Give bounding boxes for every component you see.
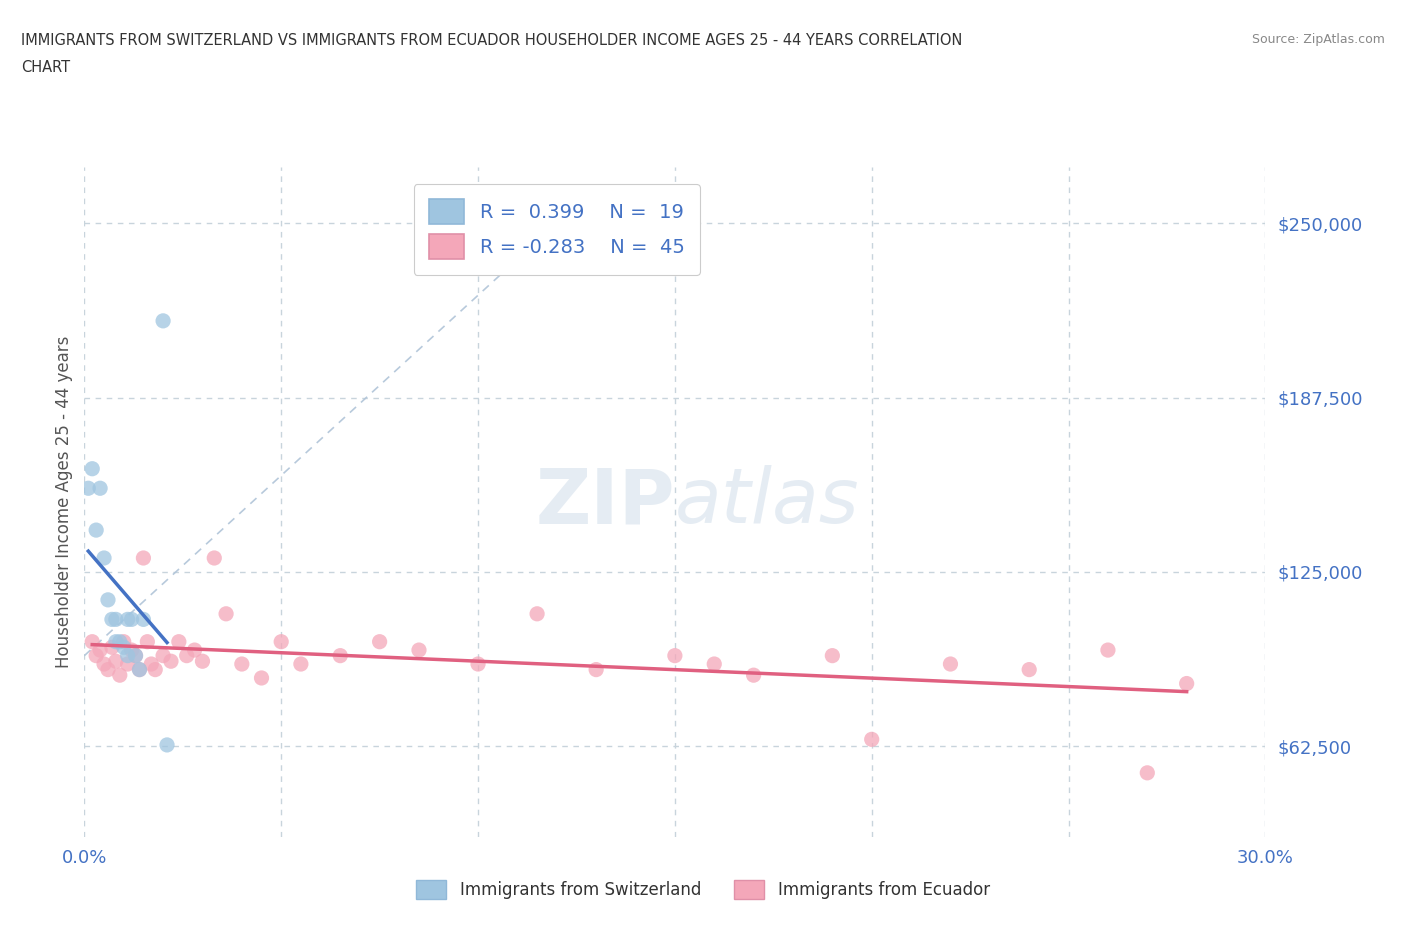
Point — [112, 634, 135, 649]
Point — [82, 461, 104, 476]
Point — [77, 481, 100, 496]
Point — [93, 657, 115, 671]
Point — [121, 612, 143, 627]
Point — [1097, 643, 1119, 658]
Point — [167, 634, 190, 649]
Point — [152, 648, 174, 663]
Legend: R =  0.399    N =  19, R = -0.283    N =  45: R = 0.399 N = 19, R = -0.283 N = 45 — [413, 184, 700, 274]
Text: Source: ZipAtlas.com: Source: ZipAtlas.com — [1251, 33, 1385, 46]
Point — [215, 606, 238, 621]
Point — [108, 668, 131, 683]
Text: atlas: atlas — [675, 465, 859, 539]
Point — [585, 662, 607, 677]
Point — [124, 648, 146, 663]
Point — [93, 551, 115, 565]
Point — [101, 612, 124, 627]
Point — [1018, 662, 1040, 677]
Point — [939, 657, 962, 671]
Legend: Immigrants from Switzerland, Immigrants from Ecuador: Immigrants from Switzerland, Immigrants … — [408, 871, 998, 908]
Point — [329, 648, 352, 663]
Point — [136, 634, 159, 649]
Point — [703, 657, 725, 671]
Point — [132, 551, 155, 565]
Point — [121, 643, 143, 658]
Point — [664, 648, 686, 663]
Point — [176, 648, 198, 663]
Point — [152, 313, 174, 328]
Point — [104, 654, 127, 669]
Point — [526, 606, 548, 621]
Point — [250, 671, 273, 685]
Point — [117, 657, 139, 671]
Point — [156, 737, 179, 752]
Point — [128, 662, 150, 677]
Point — [97, 592, 120, 607]
Point — [467, 657, 489, 671]
Point — [97, 662, 120, 677]
Point — [290, 657, 312, 671]
Point — [183, 643, 205, 658]
Point — [104, 612, 127, 627]
Point — [82, 634, 104, 649]
Point — [143, 662, 166, 677]
Point — [84, 648, 107, 663]
Point — [270, 634, 292, 649]
Point — [1175, 676, 1198, 691]
Point — [89, 481, 111, 496]
Point — [742, 668, 765, 683]
Point — [128, 662, 150, 677]
Point — [104, 634, 127, 649]
Point — [101, 640, 124, 655]
Text: IMMIGRANTS FROM SWITZERLAND VS IMMIGRANTS FROM ECUADOR HOUSEHOLDER INCOME AGES 2: IMMIGRANTS FROM SWITZERLAND VS IMMIGRANT… — [21, 33, 963, 47]
Text: ZIP: ZIP — [536, 465, 675, 539]
Point — [860, 732, 883, 747]
Point — [89, 643, 111, 658]
Point — [108, 634, 131, 649]
Point — [141, 657, 163, 671]
Point — [117, 612, 139, 627]
Y-axis label: Householder Income Ages 25 - 44 years: Householder Income Ages 25 - 44 years — [55, 336, 73, 669]
Point — [132, 612, 155, 627]
Text: CHART: CHART — [21, 60, 70, 75]
Point — [408, 643, 430, 658]
Point — [1136, 765, 1159, 780]
Point — [368, 634, 391, 649]
Point — [202, 551, 225, 565]
Point — [117, 648, 139, 663]
Point — [84, 523, 107, 538]
Point — [231, 657, 253, 671]
Point — [112, 640, 135, 655]
Point — [124, 648, 146, 663]
Point — [821, 648, 844, 663]
Point — [160, 654, 183, 669]
Point — [191, 654, 214, 669]
